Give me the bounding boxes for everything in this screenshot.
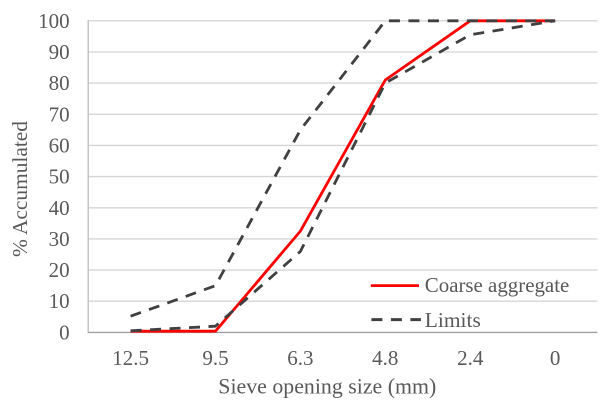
svg-text:70: 70 (49, 102, 70, 126)
svg-text:Sieve opening size (mm): Sieve opening size (mm) (218, 374, 436, 399)
svg-text:40: 40 (49, 196, 70, 220)
svg-text:12.5: 12.5 (112, 346, 149, 370)
svg-text:4.8: 4.8 (372, 346, 398, 370)
svg-text:10: 10 (49, 289, 70, 313)
svg-text:9.5: 9.5 (202, 346, 228, 370)
svg-text:80: 80 (49, 71, 70, 95)
svg-text:20: 20 (49, 258, 70, 282)
svg-text:Coarse aggregate: Coarse aggregate (425, 273, 570, 297)
svg-text:90: 90 (49, 40, 70, 64)
svg-text:60: 60 (49, 133, 70, 157)
svg-text:2.4: 2.4 (457, 346, 484, 370)
svg-text:0: 0 (550, 346, 561, 370)
svg-text:6.3: 6.3 (287, 346, 313, 370)
svg-text:Limits: Limits (425, 308, 481, 332)
svg-text:30: 30 (49, 227, 70, 251)
svg-text:100: 100 (38, 9, 70, 33)
svg-text:% Accumulated: % Accumulated (8, 121, 32, 257)
svg-text:0: 0 (59, 320, 70, 344)
svg-text:50: 50 (49, 165, 70, 189)
